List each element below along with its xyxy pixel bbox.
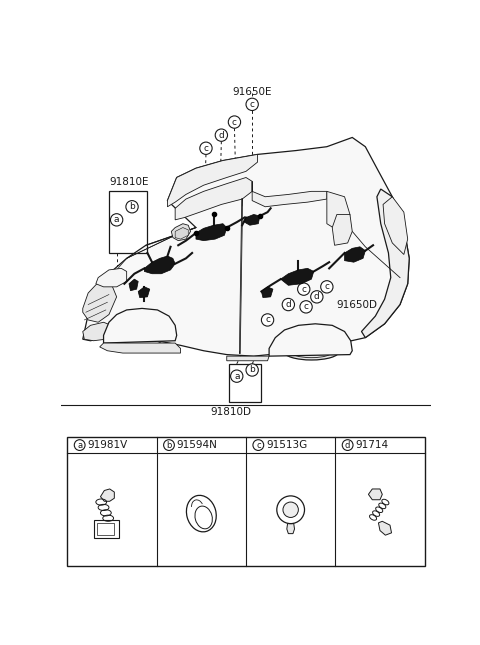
Bar — [67, 437, 425, 566]
Circle shape — [110, 213, 123, 226]
Polygon shape — [100, 489, 114, 501]
Text: d: d — [286, 300, 291, 309]
Text: 91981V: 91981V — [87, 440, 128, 450]
Polygon shape — [252, 181, 327, 207]
Polygon shape — [383, 197, 408, 255]
Circle shape — [321, 281, 333, 293]
Text: d: d — [345, 441, 350, 450]
Circle shape — [300, 301, 312, 313]
Ellipse shape — [114, 331, 170, 348]
Polygon shape — [83, 279, 117, 322]
Circle shape — [298, 283, 310, 295]
Circle shape — [283, 502, 299, 517]
Bar — [109, 192, 147, 253]
Text: 91714: 91714 — [355, 440, 388, 450]
Text: a: a — [234, 372, 240, 381]
Polygon shape — [138, 287, 150, 297]
Circle shape — [253, 440, 264, 450]
Polygon shape — [244, 214, 260, 225]
Text: 91810E: 91810E — [109, 177, 148, 187]
Text: c: c — [265, 315, 270, 324]
Ellipse shape — [284, 343, 339, 360]
Circle shape — [246, 98, 258, 110]
Polygon shape — [129, 279, 138, 291]
Polygon shape — [144, 256, 175, 273]
Polygon shape — [168, 154, 258, 207]
Circle shape — [74, 440, 85, 450]
Polygon shape — [287, 524, 295, 533]
Circle shape — [311, 291, 323, 303]
Circle shape — [228, 116, 240, 128]
Text: c: c — [232, 117, 237, 126]
Circle shape — [215, 129, 228, 141]
Text: 91594N: 91594N — [177, 440, 217, 450]
Circle shape — [230, 370, 243, 382]
Text: b: b — [129, 203, 135, 212]
Polygon shape — [269, 324, 352, 356]
Text: c: c — [324, 283, 329, 292]
Polygon shape — [227, 356, 269, 361]
Polygon shape — [378, 521, 392, 535]
Polygon shape — [175, 177, 252, 220]
Text: b: b — [166, 441, 172, 450]
Polygon shape — [262, 287, 273, 297]
Polygon shape — [332, 214, 352, 245]
Circle shape — [200, 142, 212, 154]
Bar — [229, 364, 262, 402]
Polygon shape — [327, 192, 350, 230]
Circle shape — [262, 313, 274, 326]
Text: a: a — [114, 215, 120, 224]
Text: d: d — [314, 292, 320, 301]
Polygon shape — [104, 308, 177, 343]
Text: c: c — [250, 100, 255, 109]
Polygon shape — [96, 268, 127, 287]
Bar — [97, 523, 114, 535]
Polygon shape — [171, 224, 191, 241]
Text: c: c — [303, 303, 309, 312]
Polygon shape — [175, 228, 188, 239]
Polygon shape — [196, 224, 227, 241]
Polygon shape — [83, 137, 409, 356]
Circle shape — [342, 440, 353, 450]
Text: 91810D: 91810D — [210, 407, 251, 417]
Text: b: b — [249, 366, 255, 375]
Polygon shape — [369, 489, 382, 500]
Polygon shape — [83, 322, 114, 341]
Text: 91513G: 91513G — [266, 440, 307, 450]
Bar — [94, 520, 119, 538]
Text: c: c — [256, 441, 261, 450]
Text: c: c — [204, 144, 208, 153]
Polygon shape — [281, 268, 314, 285]
Circle shape — [282, 299, 295, 311]
Polygon shape — [345, 247, 365, 263]
Text: c: c — [301, 284, 306, 293]
Text: 91650E: 91650E — [232, 86, 272, 97]
Polygon shape — [361, 189, 409, 338]
Text: 91650D: 91650D — [337, 299, 378, 310]
Circle shape — [164, 440, 174, 450]
Circle shape — [246, 364, 258, 376]
Polygon shape — [100, 343, 180, 353]
Circle shape — [126, 201, 138, 213]
Text: a: a — [77, 441, 82, 450]
Text: d: d — [218, 131, 224, 140]
